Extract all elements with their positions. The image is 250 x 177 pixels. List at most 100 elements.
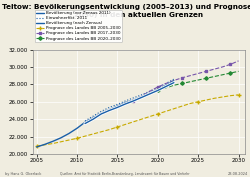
Prognose des Landes BB 2020–2030 [164,87,167,89]
Bevölkerung (nach Zensus) [100,113,103,115]
Prognose des Landes BB 2017–2030 [132,100,135,102]
Prognose des Landes BB 2020–2030 [188,81,192,83]
Prognose des Landes BB 2017–2030 [188,75,192,77]
Line: Prognose des Landes BB 2017–2030: Prognose des Landes BB 2017–2030 [132,60,240,102]
Prognose des Landes BB 2017–2030 [156,86,159,88]
Prognose des Landes BB 2005–2030 [205,99,208,101]
Prognose des Landes BB 2005–2030 [156,113,159,115]
Einwohnerfikt. 2011 [116,103,119,105]
Prognose des Landes BB 2017–2030 [205,70,208,72]
Prognose des Landes BB 2020–2030 [180,82,184,85]
Bevölkerung (nach Zensus) [92,118,94,120]
Prognose des Landes BB 2017–2030 [229,63,232,65]
Prognose des Landes BB 2005–2030 [180,105,184,107]
Bevölkerung (vor Zensus 2011) [132,99,135,101]
Einwohnerfikt. 2011 [140,94,143,96]
Prognose des Landes BB 2020–2030 [213,75,216,78]
Prognose des Landes BB 2020–2030 [156,89,159,92]
Line: Bevölkerung (nach Zensus): Bevölkerung (nach Zensus) [85,83,174,124]
Text: Quellen: Amt für Statistik Berlin-Brandenburg, Landesamt für Bauen und Verkehr: Quellen: Amt für Statistik Berlin-Brande… [60,172,190,176]
Prognose des Landes BB 2017–2030 [180,77,184,79]
Prognose des Landes BB 2005–2030 [92,133,94,135]
Prognose des Landes BB 2005–2030 [172,108,176,110]
Bevölkerung (vor Zensus 2011) [76,127,78,129]
Prognose des Landes BB 2005–2030 [197,101,200,103]
Prognose des Landes BB 2005–2030 [35,145,38,147]
Bevölkerung (nach Zensus) [116,106,119,109]
Einwohnerfikt. 2011 [100,110,103,112]
Bevölkerung (vor Zensus 2011) [92,117,94,119]
Prognose des Landes BB 2005–2030 [213,97,216,99]
Bevölkerung (vor Zensus 2011) [172,80,176,82]
Prognose des Landes BB 2005–2030 [43,144,46,146]
Bevölkerung (nach Zensus) [172,82,176,84]
Text: Teltow: Bevölkerungsentwicklung (2005–2013) und Prognosen (bis
2030) in den aktu: Teltow: Bevölkerungsentwicklung (2005–20… [2,4,250,18]
Prognose des Landes BB 2005–2030 [84,135,86,137]
Prognose des Landes BB 2005–2030 [148,116,151,118]
Bevölkerung (nach Zensus) [156,89,159,92]
Bevölkerung (vor Zensus 2011) [67,132,70,135]
Prognose des Landes BB 2005–2030 [116,126,119,128]
Bevölkerung (vor Zensus 2011) [124,102,127,104]
Prognose des Landes BB 2005–2030 [76,137,78,139]
Prognose des Landes BB 2005–2030 [51,142,54,145]
Bevölkerung (nach Zensus) [148,93,151,95]
Bevölkerung (nach Zensus) [132,100,135,102]
Einwohnerfikt. 2011 [84,120,86,122]
Prognose des Landes BB 2005–2030 [229,95,232,97]
Bevölkerung (vor Zensus 2011) [51,140,54,142]
Prognose des Landes BB 2017–2030 [164,82,167,85]
Bevölkerung (vor Zensus 2011) [116,105,119,107]
Bevölkerung (vor Zensus 2011) [148,92,151,94]
Bevölkerung (vor Zensus 2011) [108,109,111,111]
Prognose des Landes BB 2005–2030 [164,110,167,112]
Bevölkerung (vor Zensus 2011) [100,112,103,114]
Prognose des Landes BB 2020–2030 [205,77,208,79]
Prognose des Landes BB 2005–2030 [100,131,103,133]
Line: Prognose des Landes BB 2020–2030: Prognose des Landes BB 2020–2030 [156,70,240,92]
Bevölkerung (vor Zensus 2011) [43,143,46,145]
Prognose des Landes BB 2020–2030 [237,70,240,72]
Prognose des Landes BB 2005–2030 [108,129,111,131]
Einwohnerfikt. 2011 [172,78,176,80]
Bevölkerung (nach Zensus) [164,85,167,88]
Text: 23.08.2024: 23.08.2024 [227,172,248,176]
Bevölkerung (vor Zensus 2011) [84,121,86,123]
Prognose des Landes BB 2020–2030 [221,74,224,76]
Prognose des Landes BB 2005–2030 [67,139,70,141]
Prognose des Landes BB 2005–2030 [188,102,192,105]
Einwohnerfikt. 2011 [124,100,127,102]
Line: Einwohnerfikt. 2011: Einwohnerfikt. 2011 [85,79,174,121]
Prognose des Landes BB 2005–2030 [124,123,127,125]
Einwohnerfikt. 2011 [148,90,151,92]
Prognose des Landes BB 2017–2030 [237,60,240,62]
Bevölkerung (nach Zensus) [124,103,127,105]
Prognose des Landes BB 2005–2030 [132,121,135,123]
Bevölkerung (nach Zensus) [140,96,143,98]
Line: Prognose des Landes BB 2005–2030: Prognose des Landes BB 2005–2030 [35,93,240,148]
Text: by Hans G. Oberlack: by Hans G. Oberlack [5,172,42,176]
Bevölkerung (vor Zensus 2011) [164,84,167,86]
Prognose des Landes BB 2017–2030 [172,79,176,82]
Bevölkerung (nach Zensus) [108,109,111,112]
Einwohnerfikt. 2011 [92,115,94,117]
Einwohnerfikt. 2011 [132,97,135,99]
Prognose des Landes BB 2020–2030 [197,79,200,81]
Prognose des Landes BB 2017–2030 [213,68,216,70]
Prognose des Landes BB 2005–2030 [59,141,62,143]
Prognose des Landes BB 2005–2030 [221,96,224,98]
Prognose des Landes BB 2005–2030 [237,94,240,96]
Prognose des Landes BB 2017–2030 [140,95,143,97]
Einwohnerfikt. 2011 [156,87,159,89]
Bevölkerung (vor Zensus 2011) [156,88,159,91]
Prognose des Landes BB 2020–2030 [172,84,176,86]
Prognose des Landes BB 2020–2030 [229,72,232,74]
Bevölkerung (vor Zensus 2011) [59,137,62,139]
Prognose des Landes BB 2017–2030 [197,72,200,75]
Legend: Bevölkerung (vor Zensus 2011), Einwohnerfikt. 2011, Bevölkerung (nach Zensus), P: Bevölkerung (vor Zensus 2011), Einwohner… [34,10,122,42]
Einwohnerfikt. 2011 [164,82,167,85]
Bevölkerung (nach Zensus) [84,122,86,125]
Prognose des Landes BB 2017–2030 [148,90,151,92]
Bevölkerung (vor Zensus 2011) [35,146,38,148]
Bevölkerung (vor Zensus 2011) [140,96,143,98]
